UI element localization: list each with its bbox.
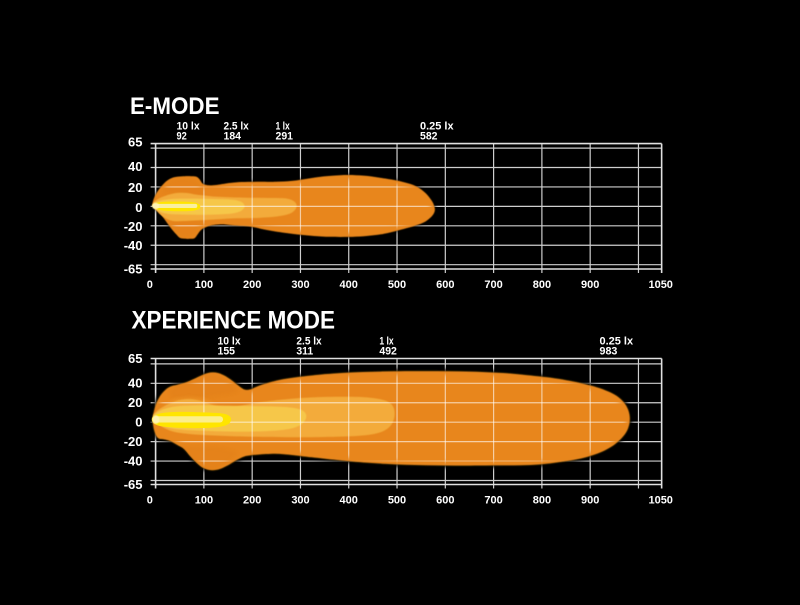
svg-text:300: 300 [291, 279, 309, 291]
svg-text:184: 184 [224, 130, 242, 142]
svg-text:65: 65 [128, 351, 142, 366]
svg-text:600: 600 [436, 279, 454, 291]
svg-text:100: 100 [195, 279, 213, 291]
svg-text:200: 200 [243, 494, 261, 506]
svg-text:600: 600 [436, 494, 454, 506]
svg-text:0.25 lx: 0.25 lx [420, 121, 454, 133]
svg-text:65: 65 [128, 135, 142, 150]
svg-text:700: 700 [484, 279, 502, 291]
svg-text:1050: 1050 [648, 279, 672, 291]
svg-text:500: 500 [388, 494, 406, 506]
svg-text:100: 100 [195, 494, 213, 506]
svg-text:311: 311 [296, 346, 313, 358]
svg-text:-20: -20 [124, 219, 143, 234]
svg-text:E-MODE: E-MODE [130, 93, 220, 120]
svg-text:2.5 lx: 2.5 lx [296, 335, 322, 347]
svg-text:10 lx: 10 lx [177, 121, 201, 133]
svg-text:10 lx: 10 lx [218, 335, 242, 347]
svg-text:492: 492 [379, 346, 397, 358]
svg-text:500: 500 [388, 279, 406, 291]
svg-text:0: 0 [135, 414, 142, 429]
svg-text:0: 0 [147, 494, 153, 506]
svg-text:300: 300 [291, 494, 309, 506]
svg-text:0: 0 [147, 279, 153, 291]
svg-text:-65: -65 [124, 262, 143, 277]
svg-text:0: 0 [135, 200, 142, 215]
svg-text:700: 700 [484, 494, 502, 506]
svg-text:291: 291 [276, 130, 294, 142]
svg-text:400: 400 [340, 494, 358, 506]
svg-text:XPERIENCE MODE: XPERIENCE MODE [132, 307, 336, 335]
svg-text:40: 40 [128, 376, 142, 391]
svg-text:582: 582 [420, 130, 438, 142]
svg-text:1 lx: 1 lx [379, 335, 394, 347]
svg-text:2.5 lx: 2.5 lx [224, 121, 250, 133]
svg-text:-40: -40 [124, 238, 143, 253]
svg-text:1 lx: 1 lx [276, 121, 291, 133]
svg-text:200: 200 [243, 279, 261, 291]
svg-text:-65: -65 [124, 477, 143, 492]
svg-text:20: 20 [128, 180, 142, 195]
svg-text:40: 40 [128, 159, 142, 174]
svg-text:800: 800 [533, 494, 551, 506]
svg-text:0.25 lx: 0.25 lx [600, 335, 634, 347]
svg-text:155: 155 [218, 346, 236, 358]
svg-text:92: 92 [177, 130, 187, 142]
svg-text:900: 900 [581, 279, 599, 291]
svg-text:983: 983 [600, 346, 618, 358]
svg-text:400: 400 [340, 279, 358, 291]
svg-text:-20: -20 [124, 434, 143, 449]
svg-text:800: 800 [533, 279, 551, 291]
svg-text:900: 900 [581, 494, 599, 506]
svg-text:-40: -40 [124, 453, 143, 468]
svg-text:1050: 1050 [648, 494, 672, 506]
svg-text:20: 20 [128, 395, 142, 410]
